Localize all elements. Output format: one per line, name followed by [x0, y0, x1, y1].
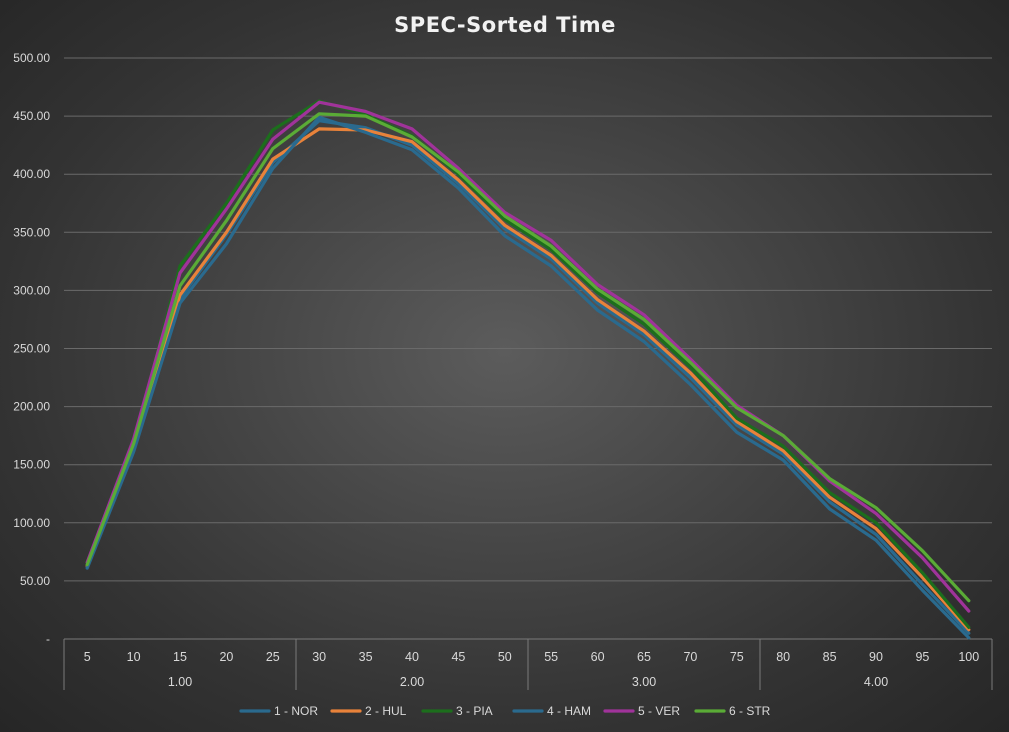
x-tick-label: 70: [683, 650, 697, 664]
y-tick-label: -: [46, 632, 50, 646]
legend-label: 6 - STR: [729, 704, 771, 718]
y-tick-label: 100.00: [13, 516, 50, 530]
y-tick-label: 500.00: [13, 51, 50, 65]
series-lines: [85, 99, 971, 640]
series-line-1-nor: [85, 119, 971, 635]
x-tick-label: 55: [544, 650, 558, 664]
y-tick-label: 350.00: [13, 225, 50, 239]
chart-title: SPEC-Sorted Time: [394, 13, 616, 37]
series-line-3-pia: [85, 99, 971, 630]
legend: 1 - NOR 2 - HUL 3 - PIA 4 - HAM 5 - VER 6 - S…: [239, 704, 771, 718]
x-tick-label: 35: [359, 650, 373, 664]
x-tick-label: 60: [591, 650, 605, 664]
series-line-6-str: [85, 112, 971, 603]
x-tick-label: 10: [127, 650, 141, 664]
x-tick-label: 20: [219, 650, 233, 664]
legend-label: 1 - NOR: [274, 704, 318, 718]
x-tick-label: 25: [266, 650, 280, 664]
x-tick-label: 5: [84, 650, 91, 664]
y-tick-label: 450.00: [13, 109, 50, 123]
x-tick-label: 40: [405, 650, 419, 664]
x-group-label: 2.00: [400, 675, 424, 689]
gridlines: [64, 57, 992, 582]
x-tick-label: 50: [498, 650, 512, 664]
x-tick-label: 30: [312, 650, 326, 664]
legend-label: 2 - HUL: [365, 704, 407, 718]
legend-label: 5 - VER: [638, 704, 680, 718]
x-tick-label: 90: [869, 650, 883, 664]
legend-label: 3 - PIA: [456, 704, 493, 718]
series-line-2-hul: [85, 127, 971, 632]
x-tick-label: 100: [958, 650, 979, 664]
x-tick-label: 75: [730, 650, 744, 664]
x-group-label: 3.00: [632, 675, 656, 689]
x-tick-label: 80: [776, 650, 790, 664]
y-tick-label: 300.00: [13, 283, 50, 297]
x-tick-label: 15: [173, 650, 187, 664]
legend-label: 4 - HAM: [547, 704, 591, 718]
y-tick-label: 400.00: [13, 167, 50, 181]
x-axis: 5 10 15 20 25 30 35 40 45 50 55 60 65 70 75 80 85 90 95 100…: [63, 638, 993, 690]
x-tick-label: 85: [823, 650, 837, 664]
x-tick-label: 45: [451, 650, 465, 664]
series-line-4-ham: [85, 115, 971, 640]
y-tick-label: 200.00: [13, 400, 50, 414]
y-tick-label: 50.00: [20, 574, 50, 588]
series-line-5-ver: [85, 100, 971, 613]
y-tick-label: 150.00: [13, 458, 50, 472]
x-group-label: 4.00: [864, 675, 888, 689]
y-axis: - 50.00 100.00 150.00 200.00 250.00 300.00 350.…: [13, 51, 50, 646]
x-group-label: 1.00: [168, 675, 192, 689]
y-tick-label: 250.00: [13, 342, 50, 356]
x-tick-label: 95: [915, 650, 929, 664]
x-tick-label: 65: [637, 650, 651, 664]
